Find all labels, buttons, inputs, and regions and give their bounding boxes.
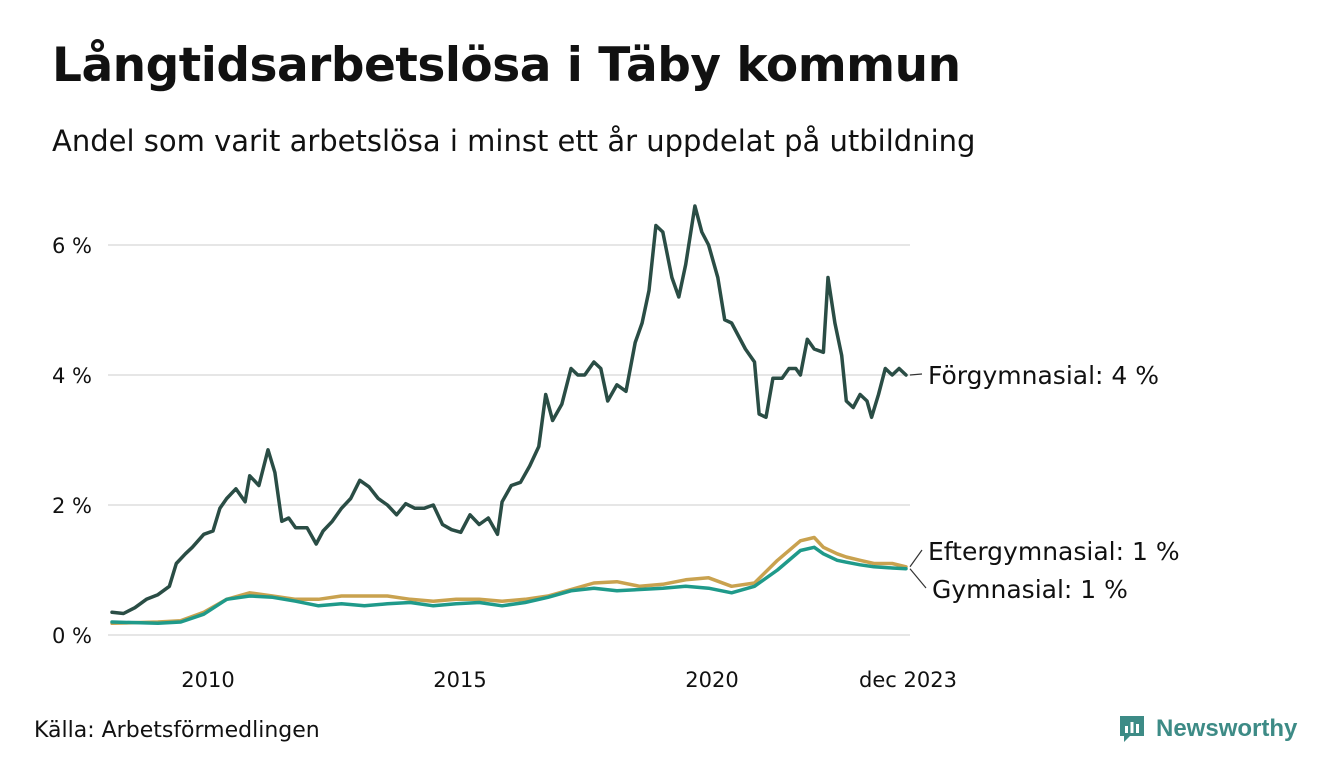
series-line-gymnasial [110,545,908,626]
newsworthy-logo[interactable]: Newsworthy [1118,714,1297,744]
y-tick-label: 6 % [52,234,92,258]
x-tick-label: 2015 [433,668,486,692]
series-leader-line [909,549,923,568]
series-end-label: Gymnasial: 1 % [932,575,1128,604]
x-tick-label: 2010 [181,668,234,692]
y-tick-label: 2 % [52,494,92,518]
chart-bubble-icon [1120,716,1144,742]
y-tick-label: 0 % [52,624,92,648]
series-line-eftergymnasial [110,535,908,626]
chart-subtitle: Andel som varit arbetslösa i minst ett å… [52,124,976,158]
x-tick-label: 2020 [685,668,738,692]
chart-title: Långtidsarbetslösa i Täby kommun [52,38,961,93]
series-leader-line [909,568,927,589]
brand-name: Newsworthy [1156,715,1298,742]
x-tick-label: dec 2023 [859,668,957,692]
y-tick-label: 4 % [52,364,92,388]
series-leader-line [909,373,923,376]
series-end-label: Eftergymnasial: 1 % [928,537,1180,566]
source-note: Källa: Arbetsförmedlingen [34,718,320,743]
series-line-förgymnasial [110,204,908,616]
series-end-label: Förgymnasial: 4 % [928,361,1159,390]
